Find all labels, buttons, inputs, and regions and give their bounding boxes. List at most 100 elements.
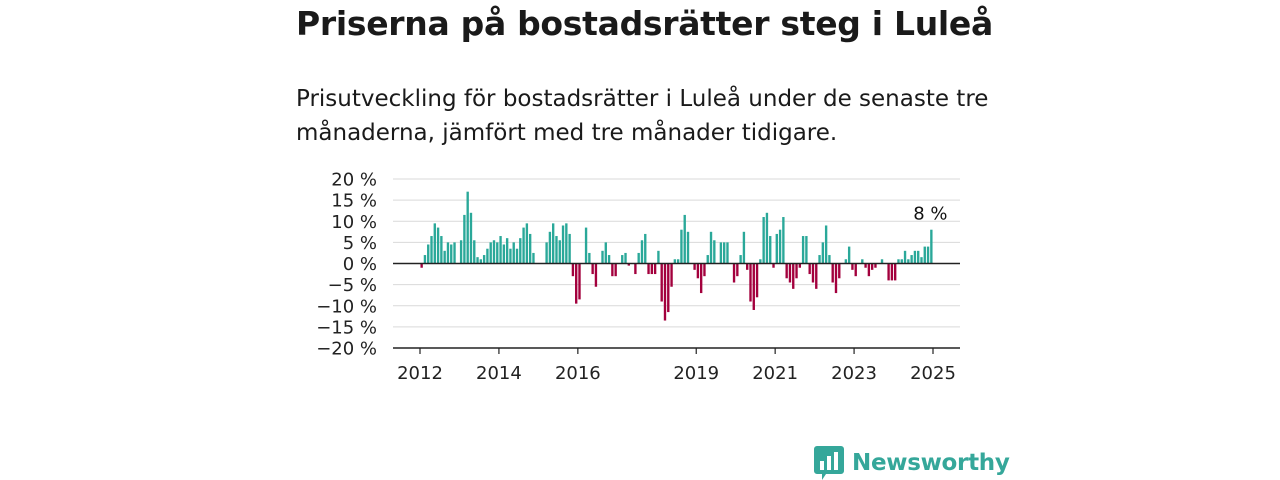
bar [749, 263, 752, 302]
bar [433, 223, 436, 264]
bar [443, 250, 446, 264]
bar [867, 263, 871, 277]
bar [926, 246, 930, 264]
bar [917, 250, 920, 264]
bar [920, 257, 923, 264]
x-axis-ticks: 2012 2014 2016 2019 2021 2023 2025 [397, 348, 956, 384]
x-tick-label: 2021 [752, 363, 798, 384]
bar [509, 248, 512, 264]
bar [627, 263, 630, 266]
bar [505, 238, 509, 264]
x-tick-label: 2019 [673, 363, 719, 384]
bar [765, 212, 769, 264]
bar [870, 263, 874, 270]
bar [709, 231, 713, 264]
bar [519, 238, 522, 264]
bar [686, 231, 690, 264]
bar [726, 242, 729, 264]
bar [436, 227, 440, 264]
bar [670, 263, 673, 287]
bar [788, 263, 792, 283]
bar [515, 248, 519, 264]
bar [834, 263, 838, 294]
bar [486, 248, 489, 264]
bar [861, 259, 864, 264]
bar [755, 263, 759, 298]
bar [821, 242, 825, 264]
bar [824, 225, 828, 264]
bar [653, 263, 657, 275]
bar [663, 263, 667, 321]
bar [864, 263, 867, 268]
bar [650, 263, 654, 275]
x-tick-label: 2016 [555, 363, 601, 384]
bar [459, 240, 463, 264]
bar [874, 263, 877, 268]
brand-name: Newsworthy [852, 450, 1010, 476]
bar [752, 263, 755, 310]
bar [907, 259, 910, 264]
bar [430, 236, 433, 264]
bar [525, 223, 529, 264]
bar [604, 242, 607, 264]
bar [838, 263, 841, 279]
newsworthy-logo: Newsworthy [814, 446, 1010, 480]
bar [785, 263, 788, 279]
bar [555, 236, 558, 264]
bar [482, 255, 486, 264]
x-tick-label: 2023 [831, 363, 877, 384]
bar [614, 263, 617, 277]
y-axis-ticks: 20 %15 %10 %5 %0 %−5 %−10 %−15 %−20 % [316, 170, 377, 360]
bar [775, 233, 778, 264]
bar [584, 227, 588, 264]
bar [818, 255, 821, 264]
x-tick-label: 2025 [910, 363, 956, 384]
bar [828, 255, 831, 264]
bar [548, 231, 552, 264]
bar [831, 263, 834, 283]
bar [469, 212, 473, 264]
bar [736, 263, 739, 277]
bar [910, 255, 913, 264]
bar [637, 252, 640, 264]
bar [568, 233, 571, 264]
bar [782, 217, 785, 264]
bar [453, 242, 456, 264]
bar [762, 217, 765, 264]
bar [808, 263, 811, 275]
bar [897, 259, 900, 264]
gridlines [393, 178, 960, 328]
bar [644, 233, 647, 264]
bar [647, 263, 650, 275]
bar [930, 229, 933, 264]
bar [578, 263, 581, 300]
bar [887, 263, 890, 281]
x-tick-label: 2012 [397, 363, 443, 384]
bar [769, 236, 772, 264]
bar [792, 263, 795, 289]
y-tick-label: −20 % [316, 339, 377, 360]
bar [795, 263, 798, 279]
bar [479, 259, 483, 264]
bar [502, 244, 506, 264]
bar [746, 263, 749, 270]
bar [742, 231, 746, 264]
bar [634, 263, 637, 275]
bar [772, 263, 775, 268]
bar [594, 263, 598, 287]
bar [913, 250, 917, 264]
newsworthy-logo-icon [814, 446, 844, 480]
bar [528, 233, 532, 264]
bar [801, 236, 805, 264]
bar [703, 263, 706, 277]
bar [798, 263, 801, 268]
bar [890, 263, 894, 281]
bar [489, 242, 492, 264]
bar [575, 263, 578, 304]
bar [657, 250, 660, 264]
bar [476, 257, 479, 264]
bar [522, 227, 525, 264]
bar [591, 263, 594, 275]
bar [492, 240, 496, 264]
bar [680, 229, 683, 264]
